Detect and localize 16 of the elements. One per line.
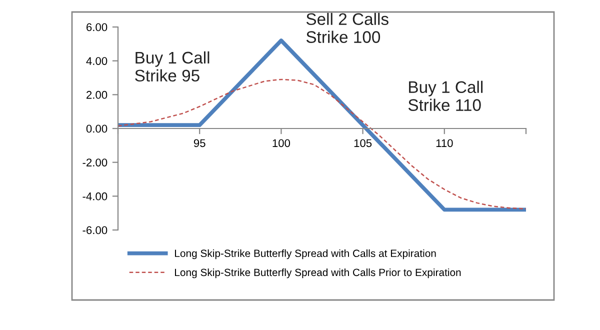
y-tick-label: 0.00 xyxy=(86,124,108,133)
x-tick-label: 95 xyxy=(194,139,206,148)
legend-label: Long Skip-Strike Butterfly Spread with Calls Prior to Expiration xyxy=(175,268,461,278)
legend-label: Long Skip-Strike Butterfly Spread with Calls at Expiration xyxy=(175,249,436,260)
annotation: Buy 1 Call Strike 110 xyxy=(408,80,483,111)
annotation: Sell 2 Calls Strike 100 xyxy=(306,12,388,43)
annotation: Buy 1 Call Strike 95 xyxy=(135,51,210,82)
y-tick-label: 2.00 xyxy=(86,90,108,99)
y-tick-label: 4.00 xyxy=(86,57,108,65)
y-tick-label: -2.00 xyxy=(82,158,108,166)
y-tick-label: 6.00 xyxy=(86,23,108,32)
x-tick-label: 110 xyxy=(436,139,453,148)
x-tick-label: 100 xyxy=(272,139,290,148)
y-tick-label: -4.00 xyxy=(82,192,108,200)
x-tick-label: 105 xyxy=(354,139,372,148)
y-tick-label: -6.00 xyxy=(82,226,108,234)
